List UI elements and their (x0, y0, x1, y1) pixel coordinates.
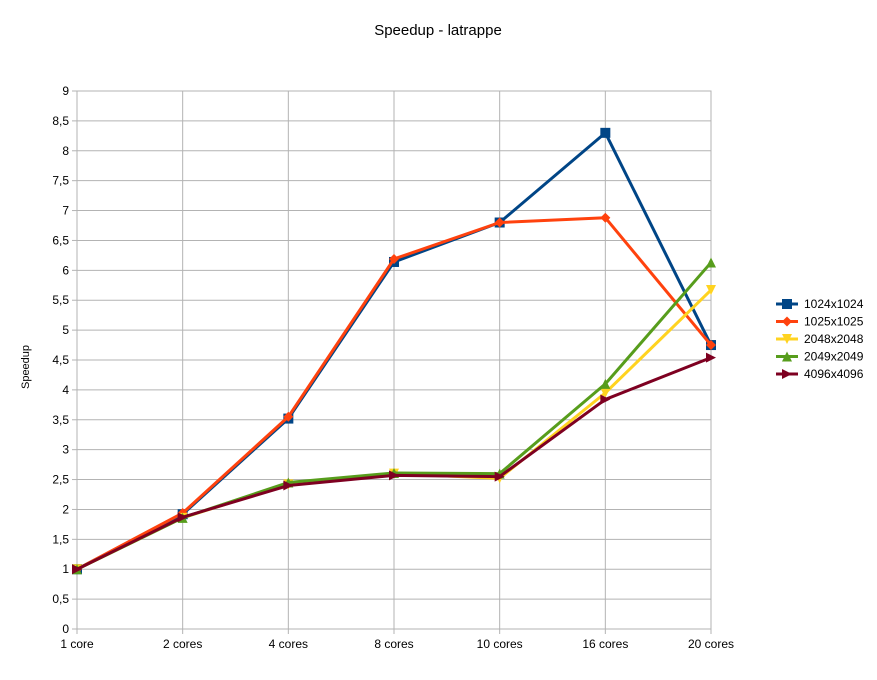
legend-label: 2048x2048 (804, 332, 864, 346)
legend: 1024x1024 1025x1025 2048x2048 2049x2049 4096… (776, 297, 864, 381)
data-point (283, 411, 294, 422)
y-tick-label: 0 (62, 622, 69, 636)
data-point (494, 471, 505, 482)
data-point (600, 212, 611, 223)
y-tick-label: 5 (62, 323, 69, 337)
x-tick-label: 1 core (60, 637, 94, 651)
data-point (494, 217, 505, 228)
x-tick-label: 20 cores (688, 637, 734, 651)
x-tick-label: 2 cores (163, 637, 202, 651)
x-tick-label: 8 cores (374, 637, 413, 651)
data-point (283, 480, 294, 491)
data-point (600, 387, 611, 398)
legend-entry: 1024x1024 (776, 297, 864, 311)
y-tick-label: 2 (62, 502, 69, 516)
legend-label: 1024x1024 (804, 297, 864, 311)
y-tick-label: 7 (62, 204, 69, 218)
data-point (706, 285, 716, 296)
data-point (389, 470, 399, 481)
series-4096x4096 (72, 352, 716, 575)
y-tick-label: 1 (62, 562, 69, 576)
axes (72, 90, 712, 634)
y-tick-label: 3,5 (52, 413, 69, 427)
y-axis-label: Speedup (20, 345, 32, 389)
y-tick-label: 1,5 (52, 532, 69, 546)
legend-entry: 1025x1025 (776, 315, 864, 329)
gridlines (76, 90, 712, 630)
chart-title: Speedup - latrappe (374, 22, 502, 39)
data-point (600, 394, 611, 405)
legend-marker (782, 299, 792, 309)
x-tick-label: 4 cores (269, 637, 308, 651)
legend-marker (782, 369, 792, 379)
data-point (706, 352, 716, 363)
y-tick-label: 8 (62, 144, 69, 158)
data-point (706, 340, 716, 351)
y-tick-labels: 0 0,5 1 1,5 2 2,5 3 3,5 4 4,5 5 5,5 6 6,5 7 7,5 8 8,5 9 (52, 84, 69, 636)
data-point (600, 127, 611, 138)
legend-label: 2049x2049 (804, 350, 864, 364)
y-tick-label: 4,5 (52, 353, 69, 367)
y-tick-label: 5,5 (52, 293, 69, 307)
y-tick-label: 6,5 (52, 233, 69, 247)
y-tick-label: 8,5 (52, 114, 69, 128)
y-tick-label: 6 (62, 263, 69, 277)
series-lines (72, 127, 716, 575)
y-tick-label: 9 (62, 84, 69, 98)
legend-label: 1025x1025 (804, 315, 864, 329)
data-point (389, 253, 399, 264)
legend-entry: 4096x4096 (776, 367, 864, 381)
y-tick-label: 2,5 (52, 473, 69, 487)
legend-entry: 2048x2048 (776, 332, 864, 346)
x-tick-labels: 1 core 2 cores 4 cores 8 cores 10 cores 16 co… (60, 637, 734, 651)
x-tick-label: 16 cores (582, 637, 628, 651)
y-tick-label: 3 (62, 443, 69, 457)
y-tick-label: 7,5 (52, 174, 69, 188)
legend-marker (782, 316, 792, 327)
data-point (72, 564, 82, 575)
y-tick-label: 0,5 (52, 592, 69, 606)
data-point (600, 378, 611, 389)
legend-label: 4096x4096 (804, 367, 864, 381)
x-tick-label: 10 cores (477, 637, 523, 651)
data-point (177, 512, 188, 523)
legend-entry: 2049x2049 (776, 350, 864, 364)
data-point (706, 257, 716, 268)
legend-marker (782, 351, 792, 362)
y-tick-label: 4 (62, 383, 69, 397)
legend-marker (782, 334, 792, 344)
